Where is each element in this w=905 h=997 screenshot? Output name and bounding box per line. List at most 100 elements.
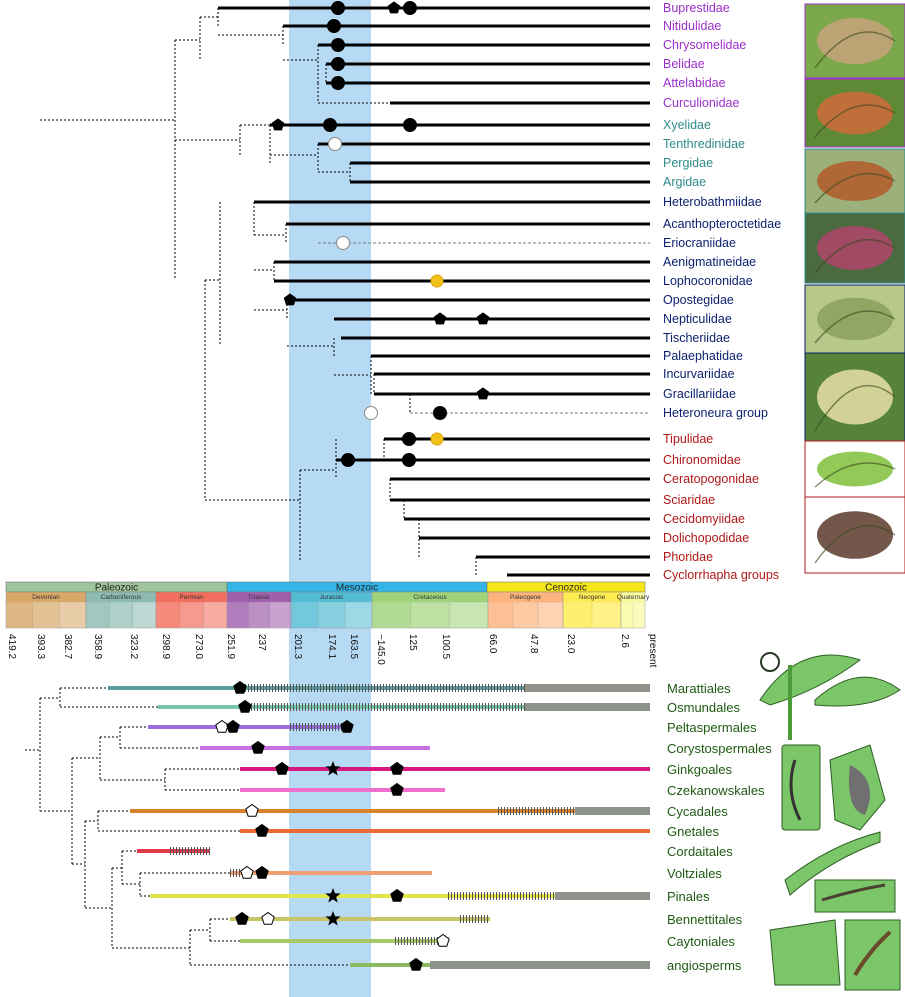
insect-family-label: Ceratopogonidae [663, 472, 759, 486]
plant-group-label: Bennettitales [667, 912, 743, 927]
insect-family-label: Nitidulidae [663, 19, 721, 33]
insect-family-label: Cyclorrhapha groups [663, 568, 779, 582]
insect-family-label: Argidae [663, 175, 706, 189]
insect-family-label: Belidae [663, 57, 705, 71]
epoch-band [203, 601, 228, 629]
insect-family-label: Acanthopteroctetidae [663, 217, 781, 231]
filled-circle-marker [403, 1, 417, 15]
pentagon-marker [251, 740, 265, 754]
insect-family-label: Pergidae [663, 156, 713, 170]
leaf-mine-blotch [817, 369, 893, 425]
pentagon-marker [390, 782, 404, 796]
epoch-band [269, 601, 292, 629]
insect-family-label: Heteroneura group [663, 406, 768, 420]
era-label: Cenozoic [545, 583, 587, 594]
leaf-mine-blotch [817, 226, 893, 270]
leaf-mine-blotch [817, 511, 893, 559]
filled-circle-marker [331, 38, 345, 52]
leaf-mine-photo [804, 148, 905, 214]
epoch-band [344, 601, 373, 629]
pentagon-marker [255, 865, 269, 879]
insect-family-label: Gracillariidae [663, 387, 736, 401]
pentagon-marker [390, 888, 404, 902]
yellow-circle-marker [430, 432, 444, 446]
plant-group-label: Peltaspermales [667, 720, 757, 735]
leaf-mine-photo [804, 212, 905, 284]
period-label: Cretaceous [413, 594, 447, 601]
epoch-band [317, 601, 346, 629]
insect-family-label: Palaephatidae [663, 349, 743, 363]
mine-trace [853, 930, 892, 977]
leaf-mine-photo [804, 3, 905, 79]
epoch-band [449, 601, 489, 629]
era-label: Paleozoic [95, 583, 138, 594]
leaf-fragment [781, 744, 821, 831]
time-tick-label: 100.5 [440, 634, 451, 659]
time-tick-label: 237 [256, 634, 267, 651]
pentagon-marker [238, 699, 252, 713]
epoch-band [226, 601, 249, 629]
filled-circle-marker [331, 1, 345, 15]
leaf-mine-photo [804, 352, 905, 442]
epoch-band [512, 601, 539, 629]
plant-group-label: angiosperms [667, 958, 742, 973]
insect-family-label: Aenigmatineidae [663, 255, 756, 269]
filled-circle-marker [403, 118, 417, 132]
epoch-band [85, 601, 110, 629]
pentagon-marker [235, 911, 249, 925]
plant-group-label: Pinales [667, 889, 710, 904]
insect-family-label: Tischeriidae [663, 331, 730, 345]
time-tick-label: 358.9 [92, 634, 103, 659]
period-band [487, 591, 564, 629]
epoch-band [32, 601, 60, 629]
period-label: Permian [179, 594, 204, 601]
epoch-band [487, 601, 514, 629]
time-tick-label: 2.6 [619, 634, 630, 648]
pentagon-marker [255, 823, 269, 837]
pentagon-marker [271, 118, 285, 131]
pentagon-marker [387, 1, 401, 14]
period-label: Neogene [579, 594, 606, 601]
fossil-leaf-drawings [759, 652, 901, 991]
leaf-vein [814, 104, 896, 138]
leaf-vein [814, 238, 896, 274]
plant-group-label: Cordaitales [667, 844, 733, 859]
epoch-band [632, 601, 646, 629]
yellow-circle-marker [430, 274, 444, 288]
time-tick-label: 273.0 [193, 634, 204, 659]
epoch-band [109, 601, 133, 629]
plant-group-labels: Marattiales Osmundales Peltaspermales Corys… [667, 681, 772, 973]
time-tick-label: 382.7 [62, 634, 73, 659]
plant-group-label: Cycadales [667, 804, 728, 819]
period-band [562, 591, 622, 629]
period-band [620, 591, 646, 629]
time-tick-label: ~145.0 [375, 634, 386, 665]
plant-phylogeny-tree [25, 680, 650, 971]
mine-trace [789, 759, 802, 821]
insect-family-label: Dolichopodidae [663, 531, 749, 545]
period-band [85, 591, 157, 629]
insect-family-label: Tenthredinidae [663, 137, 745, 151]
plant-group-label: Corystospermales [667, 741, 772, 756]
leaf-mine-blotch [817, 161, 893, 201]
epoch-band [248, 601, 270, 629]
leaf-vein [814, 462, 896, 488]
pentagon-marker [275, 761, 289, 775]
plant-group-label: Ginkgoales [667, 762, 733, 777]
plant-group-label: Voltziales [667, 866, 722, 881]
leaf-mine-blotch [817, 451, 893, 487]
star-marker [325, 911, 341, 926]
pentagon-marker [233, 680, 247, 694]
time-tick-label: 47.8 [528, 634, 539, 654]
leaf-mine-photo [804, 78, 905, 148]
plant-group-label: Caytoniales [667, 934, 735, 949]
epoch-band [591, 601, 622, 629]
leaf-vein [814, 524, 896, 564]
epoch-band [537, 601, 564, 629]
insect-family-label: Cecidomyiidae [663, 512, 745, 526]
time-tick-label: 174.1 [326, 634, 337, 659]
filled-circle-marker [341, 453, 355, 467]
jurassic-highlight-band [289, 0, 371, 997]
needle-leaf [784, 831, 881, 896]
period-label: Quaternary [617, 594, 650, 601]
